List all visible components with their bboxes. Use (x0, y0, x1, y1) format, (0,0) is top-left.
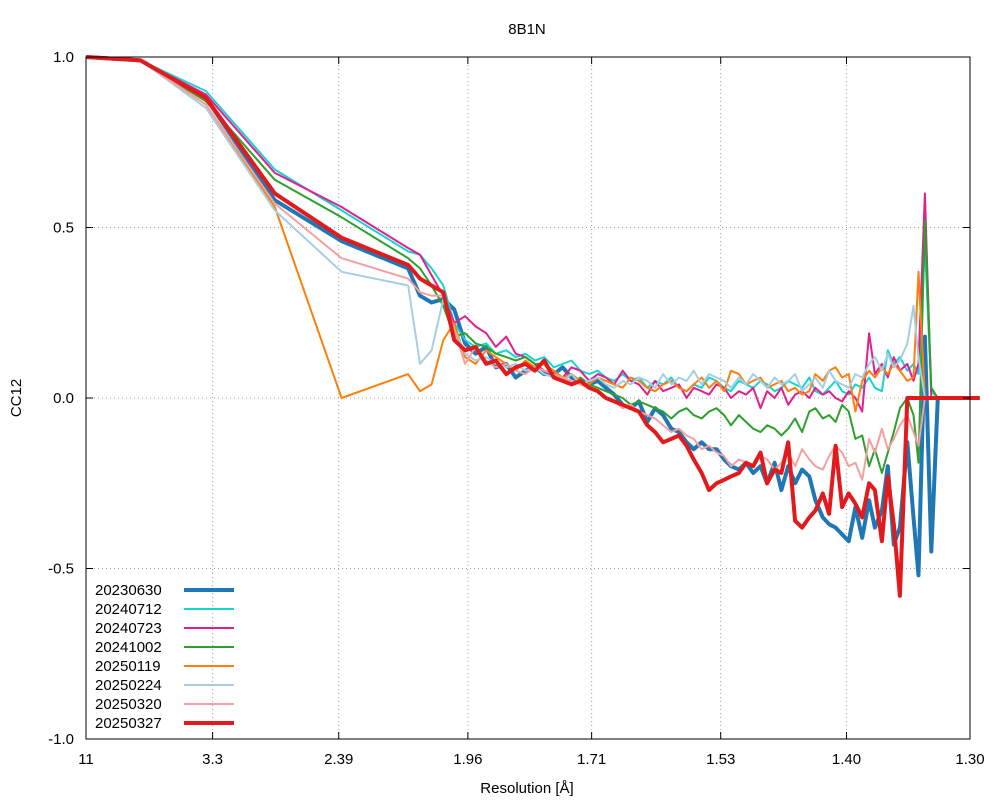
x-tick-label: 1.40 (832, 751, 861, 768)
x-tick-label: 1.53 (706, 751, 735, 768)
series-20250119-line (85, 56, 980, 413)
legend-label: 20250320 (95, 696, 162, 713)
y-tick-label: -0.5 (48, 561, 74, 578)
x-tick-label: 3.3 (202, 751, 223, 768)
legend: 20230630 20240712 20240723 20241002 20250119… (95, 582, 234, 732)
y-axis-label: CC12 (8, 379, 25, 417)
series-20241002-line (85, 56, 980, 474)
x-tick-label: 2.39 (324, 751, 353, 768)
tick-layer: 11 3.3 2.39 1.96 1.71 1.53 1.40 1.30 1.0 0.5 0.0 -0… (48, 49, 984, 768)
grid-layer (86, 57, 970, 739)
legend-label: 20230630 (95, 582, 162, 599)
legend-label: 20241002 (95, 639, 162, 656)
chart-title: 8B1N (508, 21, 546, 38)
legend-label: 20240712 (95, 601, 162, 618)
y-tick-label: -1.0 (48, 731, 74, 748)
legend-label: 20250224 (95, 677, 162, 694)
y-tick-label: 0.5 (53, 220, 74, 237)
x-tick-label: 1.30 (955, 751, 984, 768)
series-20250320-line (85, 56, 980, 481)
x-axis-label: Resolution [Å] (480, 780, 573, 797)
legend-label: 20250119 (95, 658, 161, 675)
series-20250327-line (85, 55, 980, 598)
x-tick-label: 1.71 (577, 751, 606, 768)
series-layer (85, 55, 980, 598)
x-tick-label: 11 (78, 751, 94, 768)
x-tick-label: 1.96 (453, 751, 482, 768)
y-tick-label: 0.0 (53, 390, 74, 407)
legend-label: 20250327 (95, 715, 162, 732)
y-tick-label: 1.0 (53, 49, 74, 66)
legend-label: 20240723 (95, 620, 162, 637)
series-20240712-line (85, 56, 980, 399)
